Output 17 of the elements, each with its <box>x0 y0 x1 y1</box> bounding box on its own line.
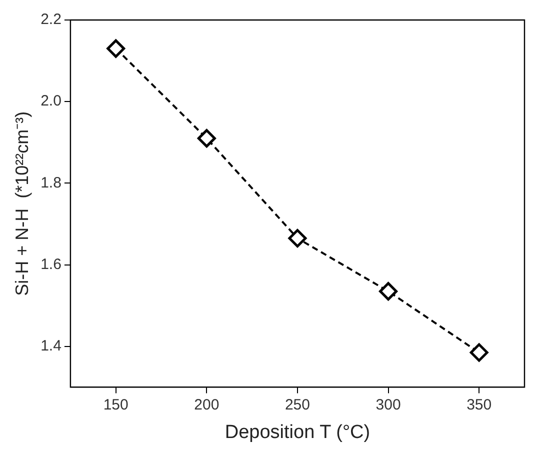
x-tick-label: 150 <box>103 396 128 414</box>
point <box>288 229 307 248</box>
point <box>106 39 126 58</box>
y-tick-label: 1.6 <box>40 256 62 273</box>
point <box>197 129 216 148</box>
y-tick-label: 2.2 <box>40 11 62 28</box>
point <box>470 343 488 362</box>
y-tick-label: 1.4 <box>40 338 62 355</box>
x-axis-title: Deposition T (°C) <box>224 422 370 443</box>
x-tick-label: 250 <box>284 396 310 414</box>
x-tick-label: 200 <box>194 396 220 414</box>
y-tick-label: 2.0 <box>40 92 62 110</box>
point <box>379 282 398 301</box>
y-tick-label: 1.8 <box>40 174 62 192</box>
y-axis-title: Si-H + N-H (*10²²cm⁻³) <box>12 111 32 296</box>
x-tick-label: 300 <box>376 396 401 414</box>
x-tick-label: 350 <box>466 396 492 414</box>
